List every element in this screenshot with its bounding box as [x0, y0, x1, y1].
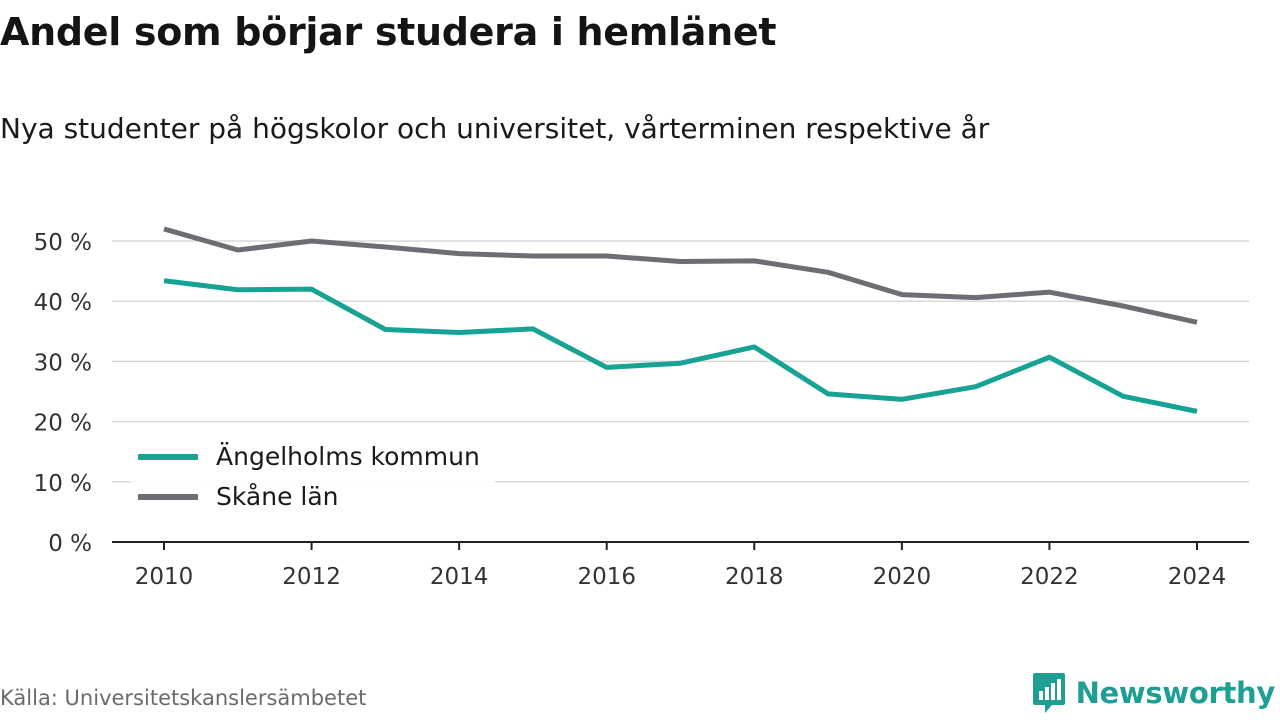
legend-label-angelholm: Ängelholms kommun [216, 442, 480, 471]
legend-item-skane: Skåne län [138, 482, 339, 511]
y-tick-label: 10 % [34, 471, 92, 497]
x-tick-label: 2022 [1020, 564, 1079, 590]
chart-title: Andel som börjar studera i hemlänet [0, 10, 777, 54]
series-line-angelholm [163, 278, 1198, 414]
y-tick-label: 0 % [48, 531, 92, 557]
y-tick-label: 50 % [34, 230, 92, 256]
legend-swatch-angelholm [138, 453, 198, 460]
x-tick-label: 2020 [873, 564, 932, 590]
x-tick-label: 2018 [725, 564, 784, 590]
newsworthy-logo-icon [1032, 673, 1065, 713]
y-tick-label: 40 % [34, 290, 92, 316]
legend-swatch-skane [138, 493, 198, 500]
y-tick-label: 20 % [34, 411, 92, 437]
x-tick-label: 2024 [1168, 564, 1227, 590]
brand: Newsworthy [1032, 672, 1275, 714]
chart-legend: Ängelholms kommun Skåne län [130, 436, 495, 522]
x-tick-label: 2016 [577, 564, 636, 590]
legend-item-angelholm: Ängelholms kommun [138, 442, 480, 471]
legend-label-skane: Skåne län [216, 482, 339, 511]
x-tick-label: 2010 [135, 564, 194, 590]
x-tick-label: 2014 [430, 564, 489, 590]
series-line-skane [163, 226, 1198, 325]
source-note: Källa: Universitetskanslersämbetet [0, 686, 367, 710]
x-tick-label: 2012 [282, 564, 341, 590]
chart-subtitle: Nya studenter på högskolor och universit… [0, 112, 990, 145]
y-tick-label: 30 % [34, 350, 92, 376]
brand-name: Newsworthy [1075, 676, 1276, 710]
